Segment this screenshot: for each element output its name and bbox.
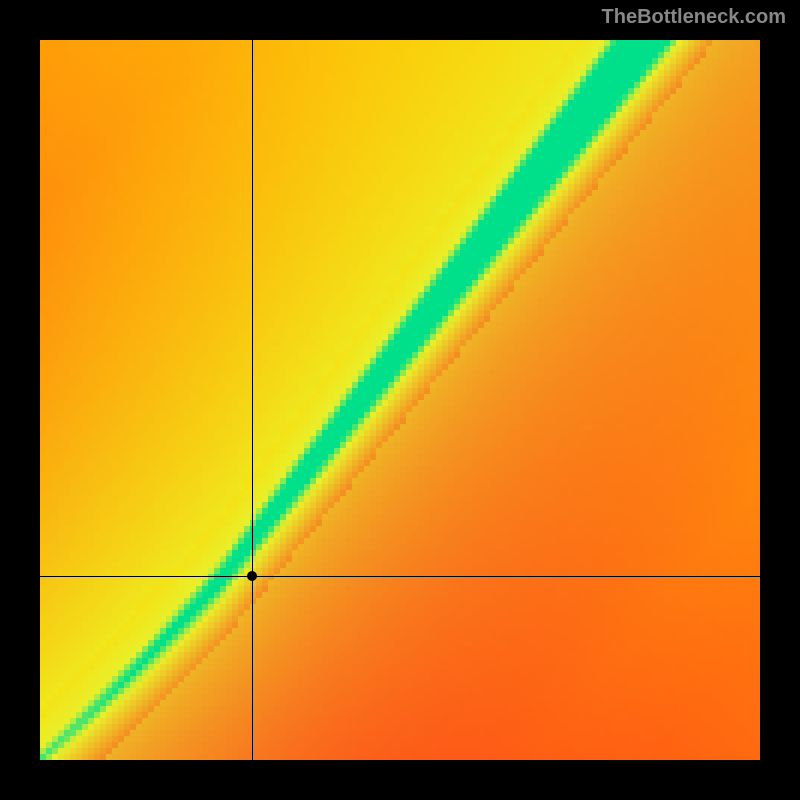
crosshair-horizontal-line	[40, 576, 760, 577]
crosshair-vertical-line	[252, 40, 253, 760]
watermark-text: TheBottleneck.com	[602, 6, 786, 29]
heatmap-plot-area	[40, 40, 760, 760]
heatmap-canvas	[40, 40, 760, 760]
crosshair-marker-dot	[247, 571, 257, 581]
